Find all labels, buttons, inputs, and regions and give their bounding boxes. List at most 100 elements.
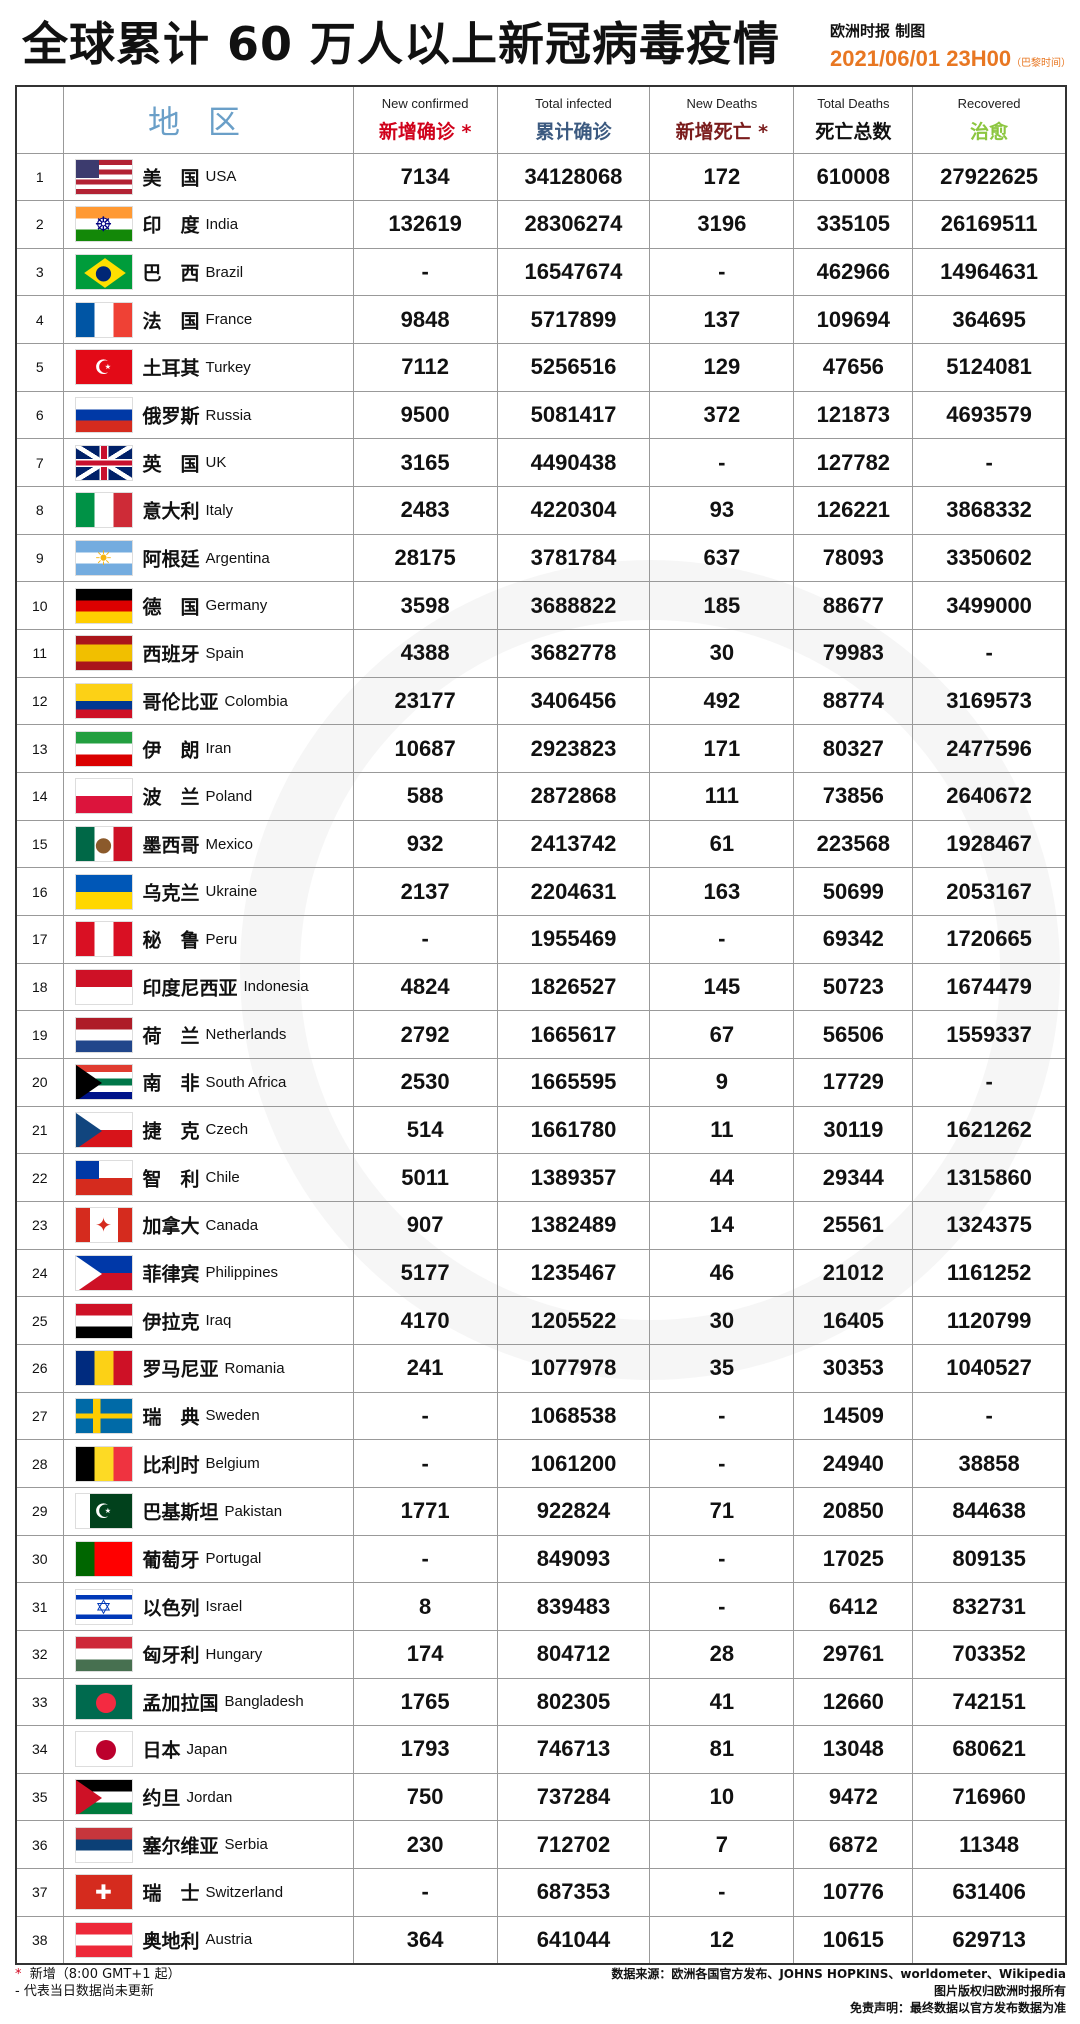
total-deaths-cell: 462966: [793, 247, 914, 297]
region-cell: 日本 Japan: [62, 1725, 354, 1774]
country-name-en: Spain: [205, 644, 244, 662]
total-deaths-cell: 24940: [793, 1439, 914, 1488]
flag-canton: [75, 1160, 100, 1179]
region-cell: 智 利 Chile: [62, 1153, 354, 1202]
country-name-en: Colombia: [224, 692, 288, 710]
footnote-new: * 新增（8:00 GMT+1 起）: [15, 1966, 181, 1983]
total-deaths-cell: 69342: [793, 915, 914, 964]
rank-cell: 26: [15, 1343, 64, 1393]
recovered-cell: 1324375: [912, 1200, 1067, 1250]
new-deaths-header: New Deaths 新增死亡 *: [649, 85, 795, 154]
country-name-cn: 荷 兰: [142, 1025, 200, 1048]
country-name-cn: 日本: [142, 1739, 181, 1762]
page-title: 全球累计 60 万人以上新冠病毒疫情: [22, 17, 781, 71]
new-deaths-cell: 30: [649, 629, 795, 678]
total-infected-cell: 1061200: [496, 1439, 651, 1488]
rank-cell: 9: [15, 533, 64, 583]
recovered-cell: 1621262: [912, 1105, 1067, 1155]
header-en: New confirmed: [381, 95, 469, 111]
recovered-cell: 1720665: [912, 915, 1067, 964]
new-confirmed-cell: -: [352, 915, 498, 964]
recovered-cell: 844638: [912, 1486, 1067, 1536]
new-deaths-cell: 129: [649, 343, 795, 392]
header-cn: 治愈: [970, 120, 1009, 143]
region-cell: 伊拉克 Iraq: [62, 1296, 354, 1345]
table-row: 20 南 非 South Africa 2530 1665595 9 17729-: [15, 1057, 1067, 1107]
rank-cell: 35: [15, 1772, 64, 1822]
new-confirmed-cell: 2792: [352, 1010, 498, 1059]
total-deaths-cell: 10776: [793, 1868, 914, 1917]
total-deaths-cell: 88774: [793, 676, 914, 726]
header-row: 地区 New confirmed 新增确诊 * Total infected 累计确…: [15, 85, 1067, 154]
flag-icon: ✚: [74, 1874, 133, 1911]
region-header: 地区: [62, 85, 354, 154]
flag-icon: [74, 1731, 133, 1768]
rank-cell: 10: [15, 581, 64, 631]
total-deaths-cell: 25561: [793, 1200, 914, 1250]
country-name-en: Iran: [205, 740, 232, 758]
table-row: 3 ● 巴 西 Brazil -16547674-462966 14964631: [15, 247, 1067, 297]
flag-icon: [74, 683, 133, 720]
total-infected-cell: 5081417: [496, 390, 651, 440]
country-name-cn: 哥伦比亚: [142, 691, 219, 714]
flag-icon: ✡: [74, 1588, 133, 1625]
region-cell: 南 非 South Africa: [62, 1057, 354, 1107]
flag-icon: [74, 444, 133, 481]
rank-cell: 22: [15, 1153, 64, 1202]
table-row: 34 日本 Japan 1793 746713 81 13048 680621: [15, 1725, 1067, 1774]
total-deaths-cell: 223568: [793, 819, 914, 869]
table-row: 22 智 利 Chile 5011 1389357 44 29344 1315860: [15, 1153, 1067, 1202]
timestamp: 2021/06/01 23H00（巴黎时间）: [830, 46, 1071, 72]
new-deaths-cell: 145: [649, 962, 795, 1012]
new-confirmed-cell: 514: [352, 1105, 498, 1155]
rank-cell: 36: [15, 1820, 64, 1870]
country-name-en: Switzerland: [205, 1883, 284, 1901]
country-name-en: Jordan: [186, 1788, 233, 1806]
flag-icon: [74, 778, 133, 815]
new-deaths-cell: 7: [649, 1820, 795, 1870]
flag-icon: [74, 1254, 133, 1291]
total-deaths-cell: 12660: [793, 1677, 914, 1727]
region-header-label: 地区: [147, 102, 268, 141]
rank-cell: 21: [15, 1105, 64, 1155]
recovered-cell: 703352: [912, 1629, 1067, 1679]
flag-cross: [75, 1398, 132, 1433]
country-name-en: Austria: [205, 1931, 253, 1949]
region-cell: 瑞 典 Sweden: [62, 1391, 354, 1441]
recovered-cell: 832731: [912, 1582, 1067, 1631]
recovered-cell: 2477596: [912, 724, 1067, 774]
region-cell: ✡ 以色列 Israel: [62, 1582, 354, 1631]
new-confirmed-cell: 1765: [352, 1677, 498, 1727]
country-name-cn: 印度尼西亚: [142, 977, 238, 1000]
new-deaths-cell: -: [649, 1439, 795, 1488]
total-deaths-cell: 47656: [793, 343, 914, 392]
recovered-cell: 5124081: [912, 343, 1067, 392]
total-deaths-cell: 73856: [793, 772, 914, 821]
flag-emblem-icon: ✚: [95, 1880, 112, 1905]
total-deaths-cell: 13048: [793, 1725, 914, 1774]
total-infected-cell: 641044: [496, 1915, 651, 1965]
rank-cell: 7: [15, 438, 64, 488]
recovered-cell: 680621: [912, 1725, 1067, 1774]
recovered-cell: 27922625: [912, 152, 1067, 202]
region-cell: 乌克兰 Ukraine: [62, 867, 354, 916]
region-cell: ☀ 阿根廷 Argentina: [62, 533, 354, 583]
total-deaths-cell: 30353: [793, 1343, 914, 1393]
country-name-cn: 奥地利: [142, 1930, 200, 1953]
new-deaths-cell: -: [649, 1391, 795, 1441]
new-confirmed-cell: 4388: [352, 629, 498, 678]
table-row: 12 哥伦比亚 Colombia 23177 3406456 492 88774 316957…: [15, 676, 1067, 726]
flag-icon: [74, 873, 133, 910]
total-infected-header: Total infected 累计确诊: [496, 85, 651, 154]
country-name-cn: 加拿大: [142, 1215, 200, 1238]
total-infected-cell: 16547674: [496, 247, 651, 297]
total-deaths-cell: 21012: [793, 1248, 914, 1298]
country-name-cn: 比利时: [142, 1454, 200, 1477]
total-infected-cell: 1205522: [496, 1296, 651, 1345]
new-deaths-cell: 171: [649, 724, 795, 774]
country-name-en: Indonesia: [243, 978, 309, 996]
total-infected-cell: 712702: [496, 1820, 651, 1870]
new-deaths-cell: 30: [649, 1296, 795, 1345]
recovered-cell: 3868332: [912, 486, 1067, 535]
country-name-en: Portugal: [205, 1550, 262, 1568]
